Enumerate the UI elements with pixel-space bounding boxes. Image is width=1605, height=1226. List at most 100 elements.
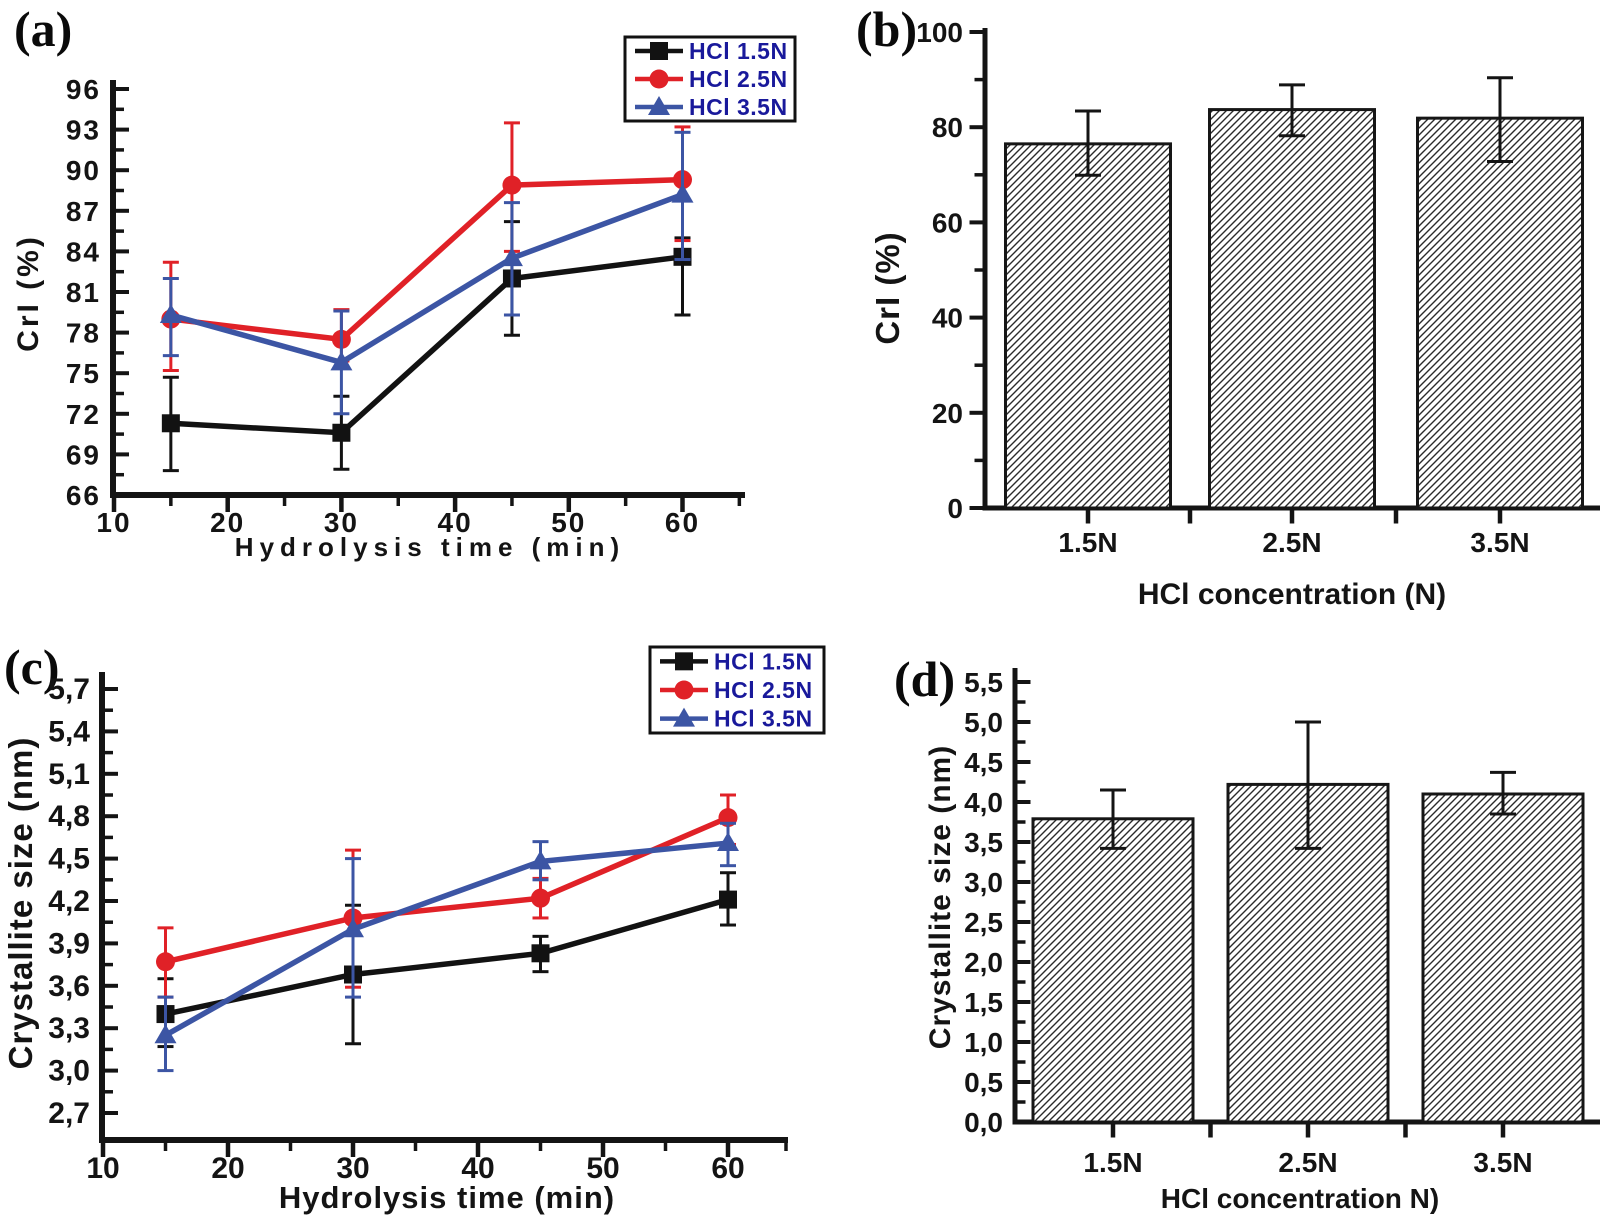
y-tick-label: 40 (932, 303, 963, 334)
y-tick-label: 3,0 (964, 867, 1003, 898)
panel-c-chart: 2,7 3,0 3,3 3,6 3,9 4,2 4,5 4,8 5,1 5,4 5,7 10 20 30 4… (2, 645, 826, 1215)
circle-marker (674, 680, 694, 700)
bar-1.5N (1004, 109, 1172, 510)
panel-c-label: (c) (4, 639, 60, 695)
y-axis-title: Crystallite size (nm) (924, 745, 957, 1049)
y-tick-label: 1,0 (964, 1027, 1003, 1058)
series-line (170, 254, 683, 436)
triangle-marker (342, 918, 364, 938)
triangle-marker (671, 183, 694, 203)
bar-3.5N (1421, 770, 1585, 1124)
bar-2.5N (1208, 83, 1376, 510)
y-tick-label: 87 (66, 196, 101, 227)
bar-2.5N (1226, 720, 1390, 1124)
y-tick-label: 72 (66, 399, 101, 430)
circle-marker (649, 69, 669, 89)
triangle-marker (154, 1024, 177, 1044)
legend-item-label: HCl 2.5N (689, 66, 788, 92)
y-tick-label: 60 (932, 207, 963, 238)
series-line (170, 191, 684, 366)
y-tick-label: 4,5 (48, 843, 90, 876)
circle-marker (156, 952, 175, 972)
x-tick-label: 40 (438, 507, 473, 538)
x-category-label: 2.5N (1262, 527, 1321, 558)
square-marker (161, 414, 180, 433)
triangle-marker (648, 96, 670, 115)
y-tick-label: 20 (932, 398, 963, 429)
x-axis-title: HCl concentration (N) (1138, 578, 1446, 611)
legend-item-label: HCl 3.5N (689, 94, 788, 120)
triangle-marker (500, 247, 523, 267)
x-tick-label: 30 (336, 1152, 369, 1185)
series-hcl-3.5n (159, 130, 694, 416)
y-axis-title: CrI (%) (12, 234, 45, 352)
y-tick-label: 2,5 (964, 907, 1003, 938)
y-tick-label: 3,3 (48, 1012, 90, 1045)
panel-b-label: (b) (856, 1, 918, 57)
series-hcl-1.5n (156, 871, 737, 1049)
y-tick-label: 69 (66, 439, 101, 470)
y-tick-label: 84 (66, 236, 101, 267)
panel-d-chart: 0,0 0,5 1,0 1,5 2,0 2,5 3,0 3,5 4,0 4,5 5,0 5,5 1.5N… (924, 667, 1600, 1214)
x-tick-label: 10 (86, 1152, 119, 1185)
y-tick-label: 75 (66, 358, 101, 389)
x-tick-label: 40 (461, 1152, 494, 1185)
x-tick-label: 60 (665, 507, 700, 538)
y-tick-label: 5,7 (48, 673, 90, 706)
triangle-marker (717, 832, 739, 852)
x-axis-title: HCl concentration N) (1161, 1183, 1439, 1214)
y-axis-title: CrI (%) (869, 231, 906, 344)
y-tick-label: 0,5 (964, 1067, 1003, 1098)
panel-a-chart: 66 69 72 75 78 81 84 87 90 93 96 10 20 30 40 50 60 CrI (%… (12, 35, 797, 562)
y-tick-label: 4,8 (48, 800, 90, 833)
x-category-label: 1.5N (1058, 527, 1117, 558)
series-line (170, 176, 683, 343)
x-category-label: 3.5N (1473, 1147, 1532, 1178)
y-tick-label: 4,5 (964, 747, 1003, 778)
square-marker (650, 42, 668, 60)
y-tick-label: 78 (66, 318, 101, 349)
x-category-label: 3.5N (1470, 527, 1529, 558)
square-marker (719, 890, 737, 909)
y-tick-label: 3,6 (48, 970, 90, 1003)
y-axis-title: Crystallite size (nm) (2, 737, 39, 1070)
y-tick-label: 1,5 (964, 987, 1003, 1018)
x-category-label: 2.5N (1278, 1147, 1337, 1178)
triangle-marker (330, 351, 353, 371)
x-axis-title: Hydrolysis time (min) (279, 1180, 615, 1215)
y-tick-label: 4,0 (964, 787, 1003, 818)
series-line (164, 840, 729, 1038)
x-tick-label: 20 (210, 507, 245, 538)
x-tick-label: 50 (551, 507, 586, 538)
panel-a-label: (a) (14, 1, 73, 57)
x-tick-label: 10 (96, 507, 131, 538)
y-tick-label: 93 (66, 115, 101, 146)
y-tick-label: 5,1 (48, 758, 90, 791)
square-marker (531, 944, 550, 963)
x-tick-label: 20 (211, 1152, 244, 1185)
x-tick-label: 50 (586, 1152, 619, 1185)
y-tick-label: 66 (66, 480, 101, 511)
circle-marker (502, 175, 522, 195)
bar-3.5N (1416, 76, 1584, 510)
bar-1.5N (1031, 788, 1195, 1124)
y-tick-label: 3,5 (964, 827, 1003, 858)
legend-item-label: HCl 3.5N (714, 706, 813, 732)
y-tick-label: 2,7 (48, 1097, 90, 1130)
x-axis-title: Hydrolysis time (min) (235, 532, 625, 562)
legend-item-label: HCl 2.5N (714, 677, 813, 703)
y-tick-label: 5,5 (964, 667, 1003, 698)
y-tick-label: 3,9 (48, 927, 90, 960)
x-category-label: 1.5N (1083, 1147, 1142, 1178)
triangle-marker (529, 850, 552, 870)
triangle-marker (159, 304, 182, 324)
series-hcl-3.5n (154, 821, 739, 1073)
panel-d-label: (d) (894, 651, 956, 707)
y-tick-label: 5,0 (964, 707, 1003, 738)
y-tick-label: 100 (916, 17, 963, 48)
y-tick-label: 4,2 (48, 885, 90, 918)
legend-item-label: HCl 1.5N (689, 38, 788, 64)
